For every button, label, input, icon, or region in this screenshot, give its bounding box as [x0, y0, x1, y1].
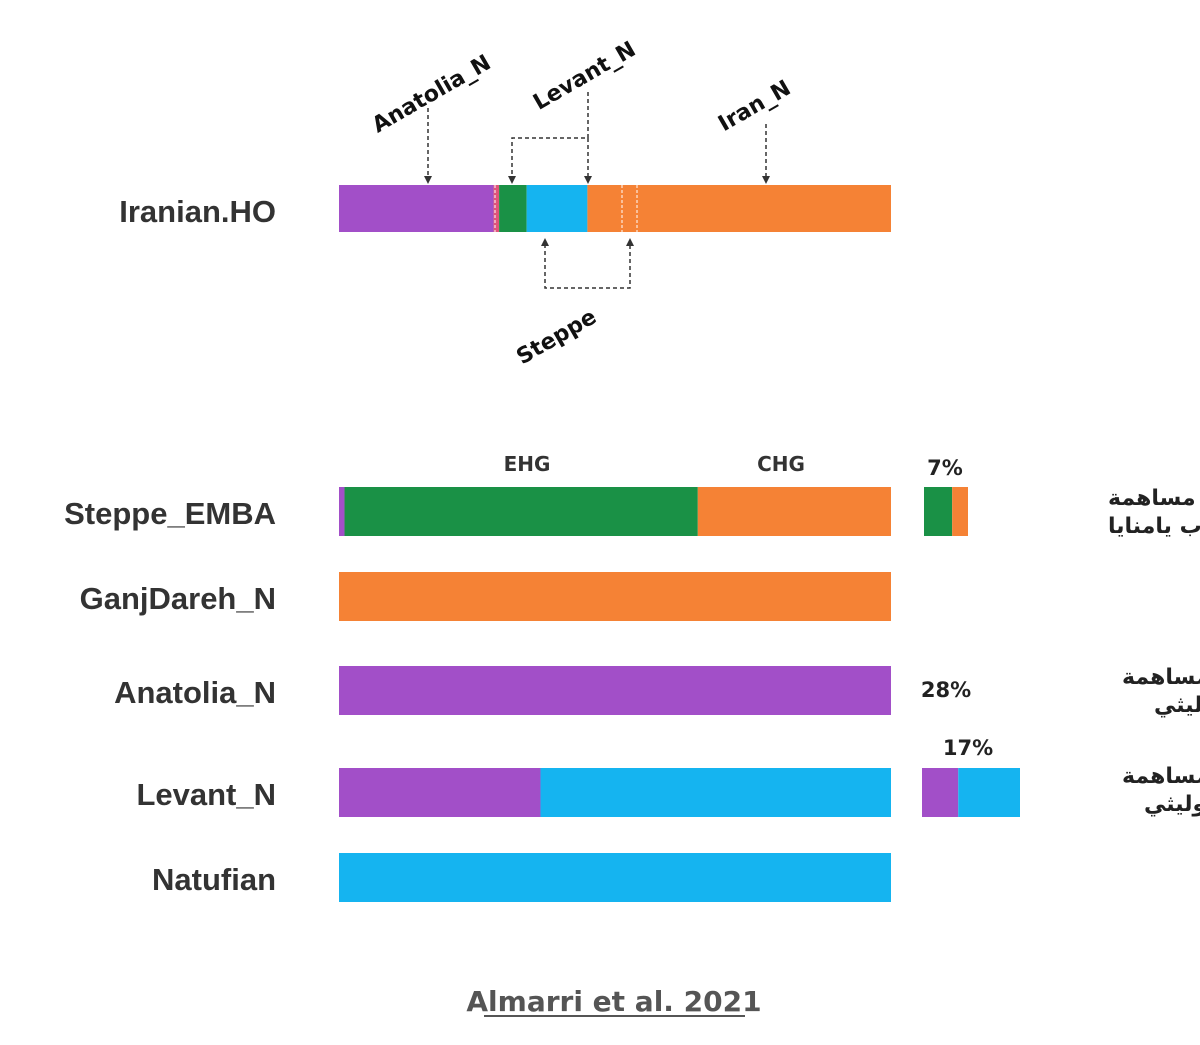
bar-steppe-emba — [339, 487, 891, 536]
row-label-steppe-emba: Steppe_EMBA — [64, 496, 276, 531]
contribution-steppe-segment-iran-n — [952, 487, 968, 536]
bar-anatolia-n — [339, 666, 891, 715]
bar-natufian-segment-levant-n — [339, 853, 891, 902]
contribution-box-levant — [922, 768, 1020, 817]
percent-levant: 17% — [943, 736, 993, 760]
arrow-head-levant-right — [584, 176, 592, 184]
percent-anatolia: 28% — [921, 678, 971, 702]
bar-ganjdareh-n-segment-iran-n — [339, 572, 891, 621]
iranian-ho-segment-anatolia-n — [339, 185, 494, 232]
row-label-natufian: Natufian — [152, 862, 276, 897]
contribution-label-anatolia-line1: مساهمة — [1122, 665, 1200, 690]
component-label-chg: CHG — [757, 452, 805, 476]
contribution-label-anatolia-line2: الأناضول النيوليثي — [1154, 690, 1200, 718]
source-label-steppe: Steppe — [513, 305, 601, 371]
percent-steppe: 7% — [927, 456, 963, 480]
bar-steppe-emba-segment-steppe — [344, 487, 698, 536]
contribution-label-levant-line2: الشام النيوليثي — [1144, 792, 1200, 817]
source-label-anatolia-n: Anatolia_N — [368, 50, 495, 138]
contribution-label-levant-line1: مساهمة — [1122, 764, 1200, 789]
arrow-head-iran-n — [762, 176, 770, 184]
iranian-ho-segment-steppe — [499, 185, 527, 232]
contribution-levant-segment-anatolia-n — [922, 768, 959, 817]
contributions: 7% مساهمة سهوب يامنايا 28% مساهمة الأناض… — [921, 456, 1200, 817]
contribution-box-steppe — [924, 487, 968, 536]
iranian-ho-segment-pink — [493, 185, 500, 232]
citation: Almarri et al. 2021 — [466, 985, 761, 1018]
contribution-levant-segment-levant-n — [958, 768, 1020, 817]
row-label-ganjdareh-n: GanjDareh_N — [80, 581, 276, 616]
row-label-levant-n: Levant_N — [136, 777, 276, 812]
row-label-iranian-ho: Iranian.HO — [119, 194, 276, 229]
iranian-ho-bar — [339, 185, 891, 232]
reference-rows: EHG CHG Steppe_EMBA GanjDareh_N Anatolia… — [64, 452, 891, 902]
bar-levant-n — [339, 768, 891, 817]
source-label-iran-n: Iran_N — [714, 76, 795, 137]
bar-levant-n-segment-anatolia-n — [339, 768, 541, 817]
contribution-label-steppe-line1: مساهمة — [1108, 486, 1196, 511]
bracket-levant-n — [511, 92, 589, 178]
arrow-head-steppe-right — [626, 238, 634, 246]
source-label-levant-n: Levant_N — [529, 37, 640, 116]
reference-bars — [339, 487, 891, 902]
iranian-ho-segment-iran-n — [587, 185, 891, 232]
contribution-label-steppe-line2: سهوب يامنايا — [1108, 514, 1200, 539]
iranian-ho-segment-levant-n — [526, 185, 588, 232]
iranian-ho-group: Iranian.HO Anatolia_N Levant_N Iran_N St… — [119, 37, 891, 370]
row-label-anatolia-n: Anatolia_N — [114, 675, 276, 710]
bracket-steppe — [544, 244, 631, 289]
arrow-head-anatolia-n — [424, 176, 432, 184]
arrow-head-levant-left — [508, 176, 516, 184]
contribution-steppe-segment-steppe — [924, 487, 953, 536]
bar-anatolia-n-segment-anatolia-n — [339, 666, 891, 715]
component-label-ehg: EHG — [504, 452, 551, 476]
bar-ganjdareh-n — [339, 572, 891, 621]
bar-steppe-emba-segment-anatolia-n — [339, 487, 345, 536]
arrow-head-steppe-left — [541, 238, 549, 246]
bar-natufian — [339, 853, 891, 902]
bar-steppe-emba-segment-iran-n — [697, 487, 891, 536]
bar-levant-n-segment-levant-n — [540, 768, 891, 817]
